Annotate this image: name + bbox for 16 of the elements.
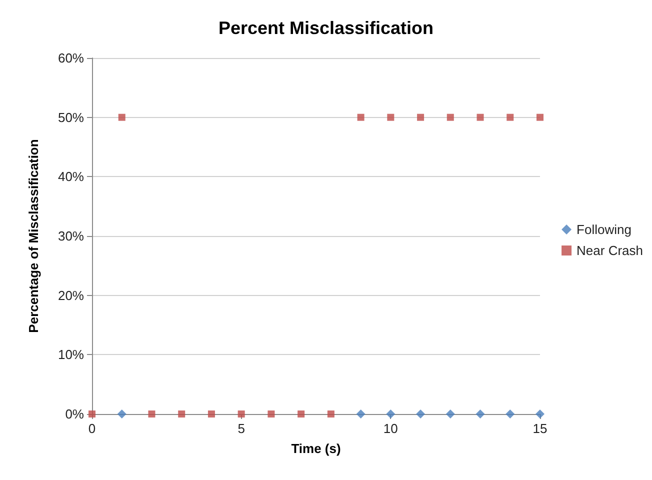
y-tick-label: 20% [58,288,84,303]
y-tick-label: 40% [58,169,84,184]
y-tick-label: 0% [65,406,84,422]
y-tick-label: 50% [58,110,84,125]
y-tick-label: 10% [58,347,84,362]
y-tick-label: 60% [58,50,84,66]
x-tick-label: 0 [88,421,96,436]
x-tick-label: 5 [238,421,245,436]
legend-label: Following [576,222,632,237]
legend-label: Near Crash [576,243,643,258]
x-tick-label: 15 [532,421,548,436]
y-axis-title: Percentage of Misclassification [26,139,41,333]
chart-title: Percent Misclassification [218,18,434,38]
y-tick-label: 30% [58,228,84,244]
x-axis-title: Time (s) [291,441,341,456]
x-tick-label: 10 [383,421,398,436]
